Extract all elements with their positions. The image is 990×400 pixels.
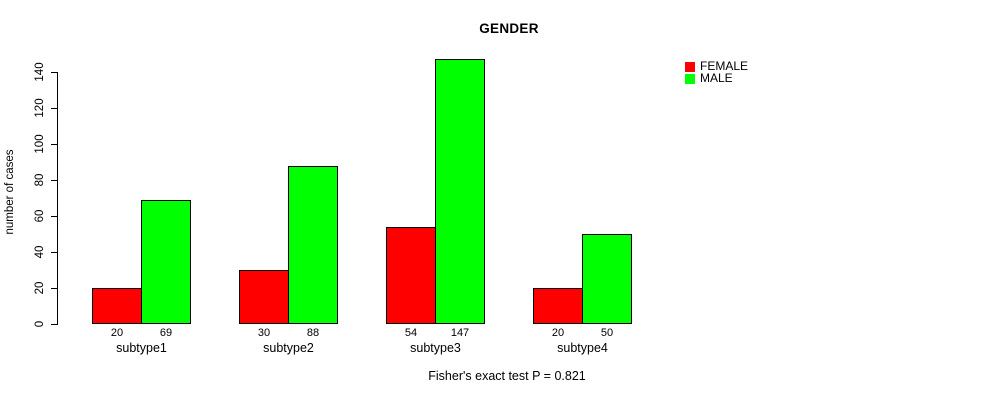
bar-male-subtype3	[435, 59, 485, 324]
y-axis-tick-mark	[51, 107, 58, 109]
x-category-label-subtype4: subtype4	[557, 341, 608, 355]
legend-swatch-female	[685, 61, 695, 72]
chart-title: GENDER	[479, 21, 539, 36]
legend-label: FEMALE	[700, 59, 749, 73]
y-axis-line	[57, 72, 58, 324]
bar-female-subtype3	[386, 227, 436, 324]
y-axis-tick-label: 100	[34, 134, 46, 154]
x-category-label-subtype3: subtype3	[410, 341, 461, 355]
y-axis-tick-mark	[51, 215, 58, 217]
legend-item-male: MALE	[685, 71, 748, 85]
y-axis-tick-label: 120	[34, 98, 46, 118]
legend-label: MALE	[700, 71, 733, 85]
y-axis-tick-label: 20	[34, 281, 46, 295]
y-axis-tick-label: 80	[34, 173, 46, 187]
bar-male-subtype1	[141, 200, 191, 324]
legend-swatch-male	[685, 73, 695, 84]
bar-value-label-female-subtype2: 30	[257, 327, 271, 339]
bar-female-subtype2	[239, 270, 289, 324]
legend: FEMALE MALE	[685, 59, 749, 85]
y-axis-tick-mark	[51, 323, 58, 325]
bar-female-subtype4	[533, 288, 583, 324]
y-axis-title: number of cases	[4, 149, 16, 235]
y-axis-tick-label: 60	[34, 209, 46, 223]
y-axis-tick-label: 140	[34, 62, 46, 82]
bar-value-label-male-subtype4: 50	[600, 327, 614, 339]
bar-value-label-female-subtype4: 20	[551, 327, 565, 339]
x-category-label-subtype2: subtype2	[263, 341, 314, 355]
bar-value-label-male-subtype1: 69	[159, 327, 173, 339]
y-axis-tick-label: 0	[34, 320, 46, 328]
y-axis-tick-mark	[51, 179, 58, 181]
annotation-caption: Fisher's exact test P = 0.821	[428, 369, 586, 383]
bar-value-label-male-subtype3: 147	[450, 327, 470, 339]
bar-male-subtype4	[582, 234, 632, 324]
y-axis-tick-mark	[51, 71, 58, 73]
bar-value-label-female-subtype3: 54	[404, 327, 418, 339]
bar-male-subtype2	[288, 166, 338, 324]
bar-value-label-male-subtype2: 88	[306, 327, 320, 339]
legend-item-female: FEMALE	[685, 59, 749, 73]
y-axis-tick-mark	[51, 251, 58, 253]
y-axis-tick-mark	[51, 287, 58, 289]
y-axis-tick-label: 40	[34, 245, 46, 259]
y-axis-tick-mark	[51, 143, 58, 145]
bar-female-subtype1	[92, 288, 142, 324]
bar-value-label-female-subtype1: 20	[110, 327, 124, 339]
x-category-label-subtype1: subtype1	[116, 341, 167, 355]
